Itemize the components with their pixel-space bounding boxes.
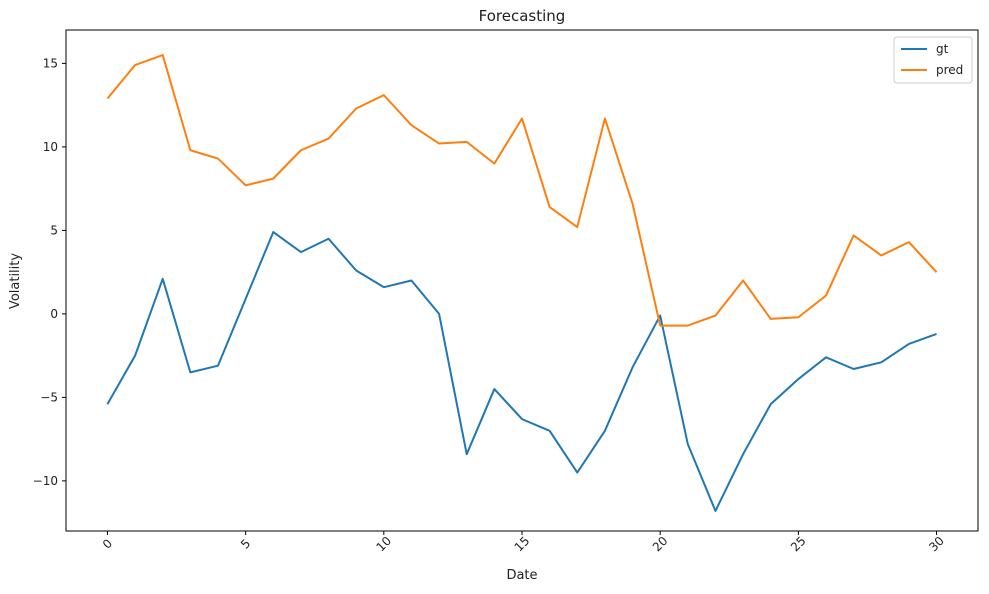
chart-title: Forecasting — [479, 7, 566, 25]
y-tick-label: −10 — [33, 474, 58, 488]
series-line-pred — [106, 54, 938, 327]
series-line-gt — [106, 231, 937, 512]
legend-label-gt: gt — [936, 42, 949, 56]
series-layer — [106, 54, 938, 512]
legend-label-pred: pred — [936, 63, 963, 77]
y-tick-label: 5 — [50, 223, 58, 237]
y-tick-label: 10 — [43, 140, 58, 154]
y-axis-label: Volatility — [8, 253, 23, 309]
y-tick-label: −5 — [40, 390, 58, 404]
y-axis: −10 −5 0 5 10 15 — [33, 56, 66, 488]
y-tick-label: 15 — [43, 56, 58, 70]
x-axis: 0 5 10 15 20 25 30 — [100, 531, 947, 554]
x-axis-label: Date — [506, 568, 537, 583]
y-tick-label: 0 — [50, 307, 58, 321]
legend: gt pred — [893, 36, 973, 84]
